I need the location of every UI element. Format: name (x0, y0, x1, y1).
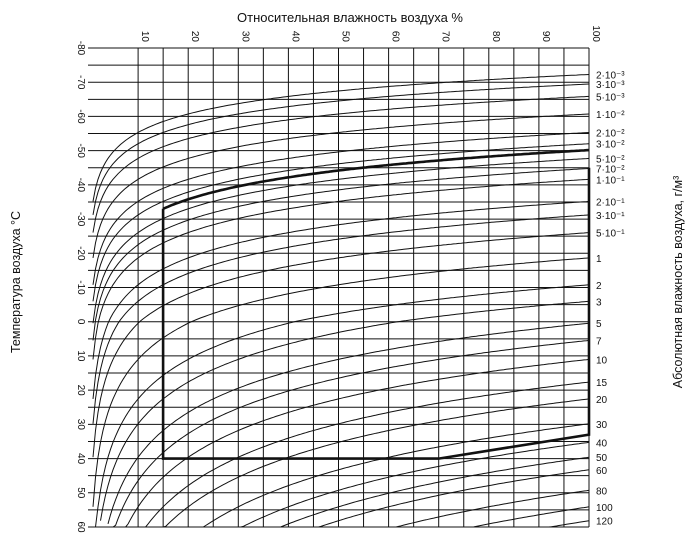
humidity-curve (107, 322, 590, 525)
humidity-curve (371, 489, 590, 528)
humidity-curve (92, 257, 590, 507)
x-tick-label: 10 (139, 31, 150, 43)
x-tick-label: 40 (289, 31, 300, 43)
humidity-curve (195, 423, 590, 528)
humidity-curve (265, 456, 590, 528)
y-tick-label: 30 (75, 419, 86, 431)
humidity-curve (92, 178, 590, 360)
humidity-curve (160, 398, 590, 528)
y-tick-label: 40 (75, 453, 86, 465)
right-tick-label: 1·10⁻¹ (596, 175, 625, 186)
right-tick-label: 7·10⁻² (596, 164, 625, 175)
y-tick-label: -40 (75, 178, 86, 193)
humidity-curve (92, 232, 590, 458)
right-tick-label: 1·10⁻² (596, 110, 625, 121)
right-tick-label: 50 (596, 453, 608, 464)
right-tick-label: 10 (596, 355, 608, 366)
humidity-curve (92, 95, 590, 233)
y-tick-label: -80 (75, 41, 86, 56)
right-tick-label: 7 (596, 336, 602, 347)
right-tick-label: 2 (596, 281, 602, 292)
right-tick-label: 5 (596, 319, 602, 330)
right-tick-label: 15 (596, 378, 608, 389)
y-tick-label: -10 (75, 280, 86, 295)
y-axis-label: Температура воздуха °C (9, 211, 23, 353)
y-tick-label: -30 (75, 212, 86, 227)
right-tick-label: 100 (596, 503, 613, 514)
humidity-curve (92, 214, 590, 424)
right-tick-label: 60 (596, 466, 608, 477)
right-tick-label: 3·10⁻³ (596, 80, 625, 91)
humidity-curve (92, 167, 590, 341)
humidity-curve (300, 469, 590, 528)
x-tick-label: 60 (390, 31, 401, 43)
x-tick-label: 20 (189, 31, 200, 43)
x-tick-label: 50 (340, 31, 351, 43)
x-tick-label: 70 (440, 31, 451, 43)
right-tick-label: 3·10⁻¹ (596, 211, 625, 222)
humidity-curve (230, 441, 590, 528)
right-tick-label: 40 (596, 438, 608, 449)
humidity-curve (92, 74, 590, 202)
x-tick-label: 90 (540, 31, 551, 43)
right-tick-label: 5·10⁻¹ (596, 229, 625, 240)
right-tick-label: 30 (596, 420, 608, 431)
right-tick-label: 2·10⁻² (596, 128, 625, 139)
region-top-curve (162, 148, 590, 210)
humidity-curve (443, 506, 590, 528)
y-tick-label: 0 (75, 319, 86, 325)
y-tick-label: 60 (75, 521, 86, 533)
right-tick-label: 2·10⁻¹ (596, 197, 625, 208)
right-tick-label: 3·10⁻² (596, 140, 625, 151)
humidity-curve (100, 300, 590, 521)
right-tick-label: 120 (596, 517, 613, 528)
chart-title: Относительная влажность воздуха % (237, 10, 463, 25)
x-tick-label: 80 (490, 31, 501, 43)
highlighted-region (161, 148, 591, 460)
x-tick-labels: 10 20 30 40 50 60 70 80 90 100 (139, 25, 601, 42)
humidity-curve (92, 132, 590, 285)
right-tick-label: 3 (596, 297, 602, 308)
humidity-curve (125, 358, 590, 528)
humidity-curve (92, 83, 590, 215)
curves (92, 74, 590, 528)
y-tick-labels: -80 -70 -60 -50 -40 -30 -20 -10 0 10 20 30 40 50 60 (75, 41, 86, 533)
y-tick-label: 10 (75, 350, 86, 362)
humidity-curve (143, 381, 590, 528)
y-tick-label: 50 (75, 487, 86, 499)
x-tick-label: 100 (590, 25, 601, 42)
humidity-curve (112, 339, 590, 528)
region-outline (161, 167, 591, 460)
humidity-curve (92, 143, 590, 302)
humidity-curve (92, 113, 590, 258)
humidity-curve (95, 284, 590, 528)
right-tick-label: 5·10⁻³ (596, 92, 625, 103)
humidity-curve (513, 520, 590, 528)
right-tick-labels: 2·10⁻³3·10⁻³5·10⁻³ 1·10⁻² 2·10⁻²3·10⁻² 5·10… (596, 70, 625, 527)
right-tick-label: 80 (596, 486, 608, 497)
humidity-curve (92, 157, 590, 324)
right-axis-label: Абсолютная влажность воздуха, г/м³ (671, 176, 685, 389)
right-tick-label: 20 (596, 395, 608, 406)
y-tick-label: -20 (75, 246, 86, 261)
y-tick-label: -50 (75, 143, 86, 158)
x-tick-label: 30 (239, 31, 250, 43)
right-tick-label: 5·10⁻² (596, 154, 625, 165)
y-tick-label: -70 (75, 75, 86, 90)
right-tick-label: 2·10⁻³ (596, 70, 625, 81)
right-tick-label: 1 (596, 254, 602, 265)
y-tick-label: 20 (75, 385, 86, 397)
humidity-curve (92, 200, 590, 399)
y-tick-label: -60 (75, 109, 86, 124)
